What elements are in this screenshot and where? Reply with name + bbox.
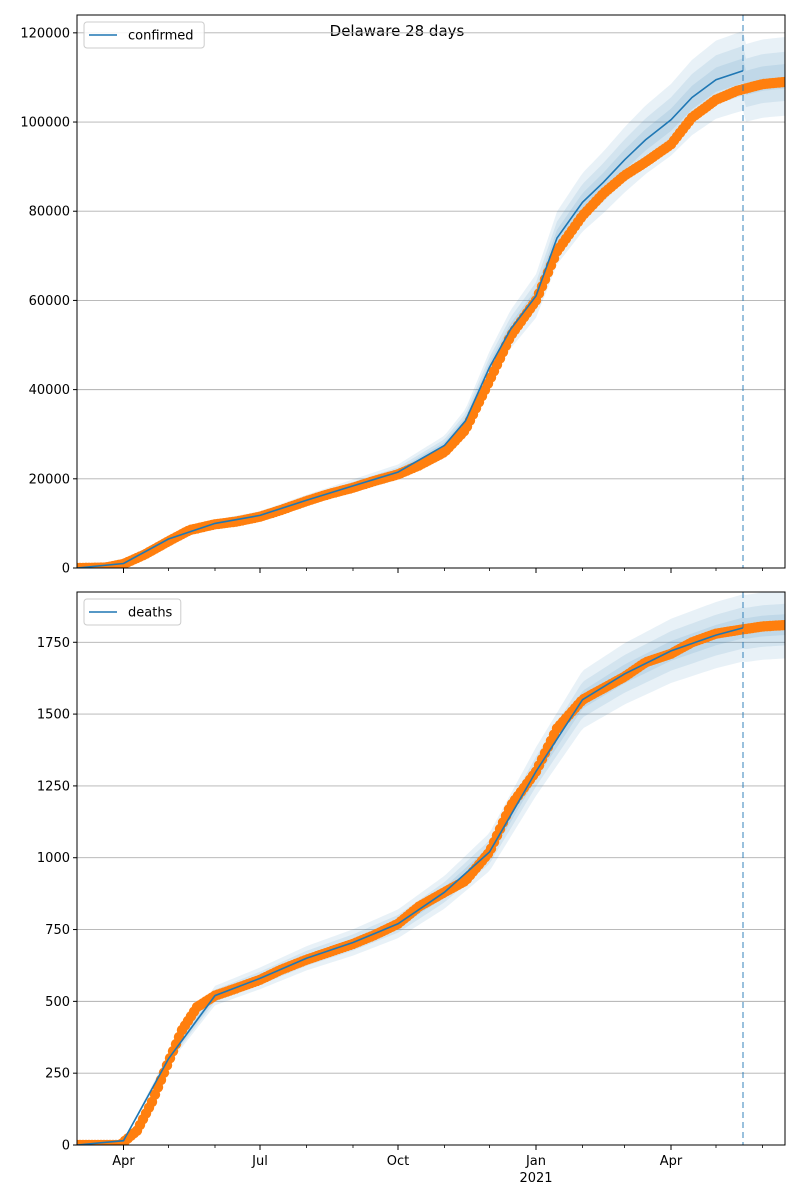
y-tick-label: 0 (62, 562, 70, 577)
model-line (77, 627, 744, 1145)
y-tick-label: 80000 (29, 205, 70, 220)
legend-label: deaths (128, 606, 173, 621)
observed-points (77, 76, 785, 568)
axes-frame (76, 14, 786, 569)
y-tick-label: 250 (45, 1067, 70, 1082)
uncertainty-band (77, 592, 785, 1145)
y-tick-label: 500 (45, 995, 70, 1010)
legend-box (83, 598, 182, 626)
x-tick-label: Jan (525, 1154, 546, 1169)
figure-title: Delaware 28 days (330, 22, 465, 40)
y-tick-label: 60000 (29, 294, 70, 309)
legend: deaths (83, 598, 182, 626)
observed-point (779, 76, 785, 88)
observed-points (77, 619, 785, 1145)
x-axis: Apr Jul Oct Jan Apr 2021 (112, 1154, 683, 1186)
observed-point (779, 619, 785, 631)
uncertainty-band (77, 30, 785, 568)
plot-area (77, 592, 785, 1145)
y-tick-label: 1500 (37, 708, 70, 723)
plot-area (77, 30, 785, 568)
model-line (77, 69, 744, 568)
x-tick-label: Apr (112, 1154, 135, 1169)
legend-label: confirmed (128, 29, 194, 44)
axes-frame (76, 591, 786, 1146)
y-tick-label: 750 (45, 923, 70, 938)
legend-box (83, 21, 205, 49)
y-tick-label: 40000 (29, 383, 70, 398)
legend: confirmed (83, 21, 205, 49)
x-year-label: 2021 (519, 1171, 552, 1186)
x-tick-label: Apr (660, 1154, 683, 1169)
y-tick-label: 20000 (29, 472, 70, 487)
uncertainty-band (77, 614, 785, 1145)
x-tick-label: Oct (387, 1154, 409, 1169)
uncertainty-band (77, 603, 785, 1145)
y-tick-label: 1250 (37, 779, 70, 794)
deaths-panel: 0 250 500 750 1000 1250 1500 1750 deaths (37, 591, 786, 1154)
y-tick-label: 100000 (20, 116, 70, 131)
y-tick-label: 1000 (37, 851, 70, 866)
confirmed-panel: 0 20000 40000 60000 80000 100000 120000 confirm… (20, 14, 786, 577)
y-tick-label: 1750 (37, 636, 70, 651)
y-tick-label: 120000 (20, 26, 70, 41)
x-tick-label: Jul (251, 1154, 268, 1169)
y-tick-label: 0 (62, 1139, 70, 1154)
